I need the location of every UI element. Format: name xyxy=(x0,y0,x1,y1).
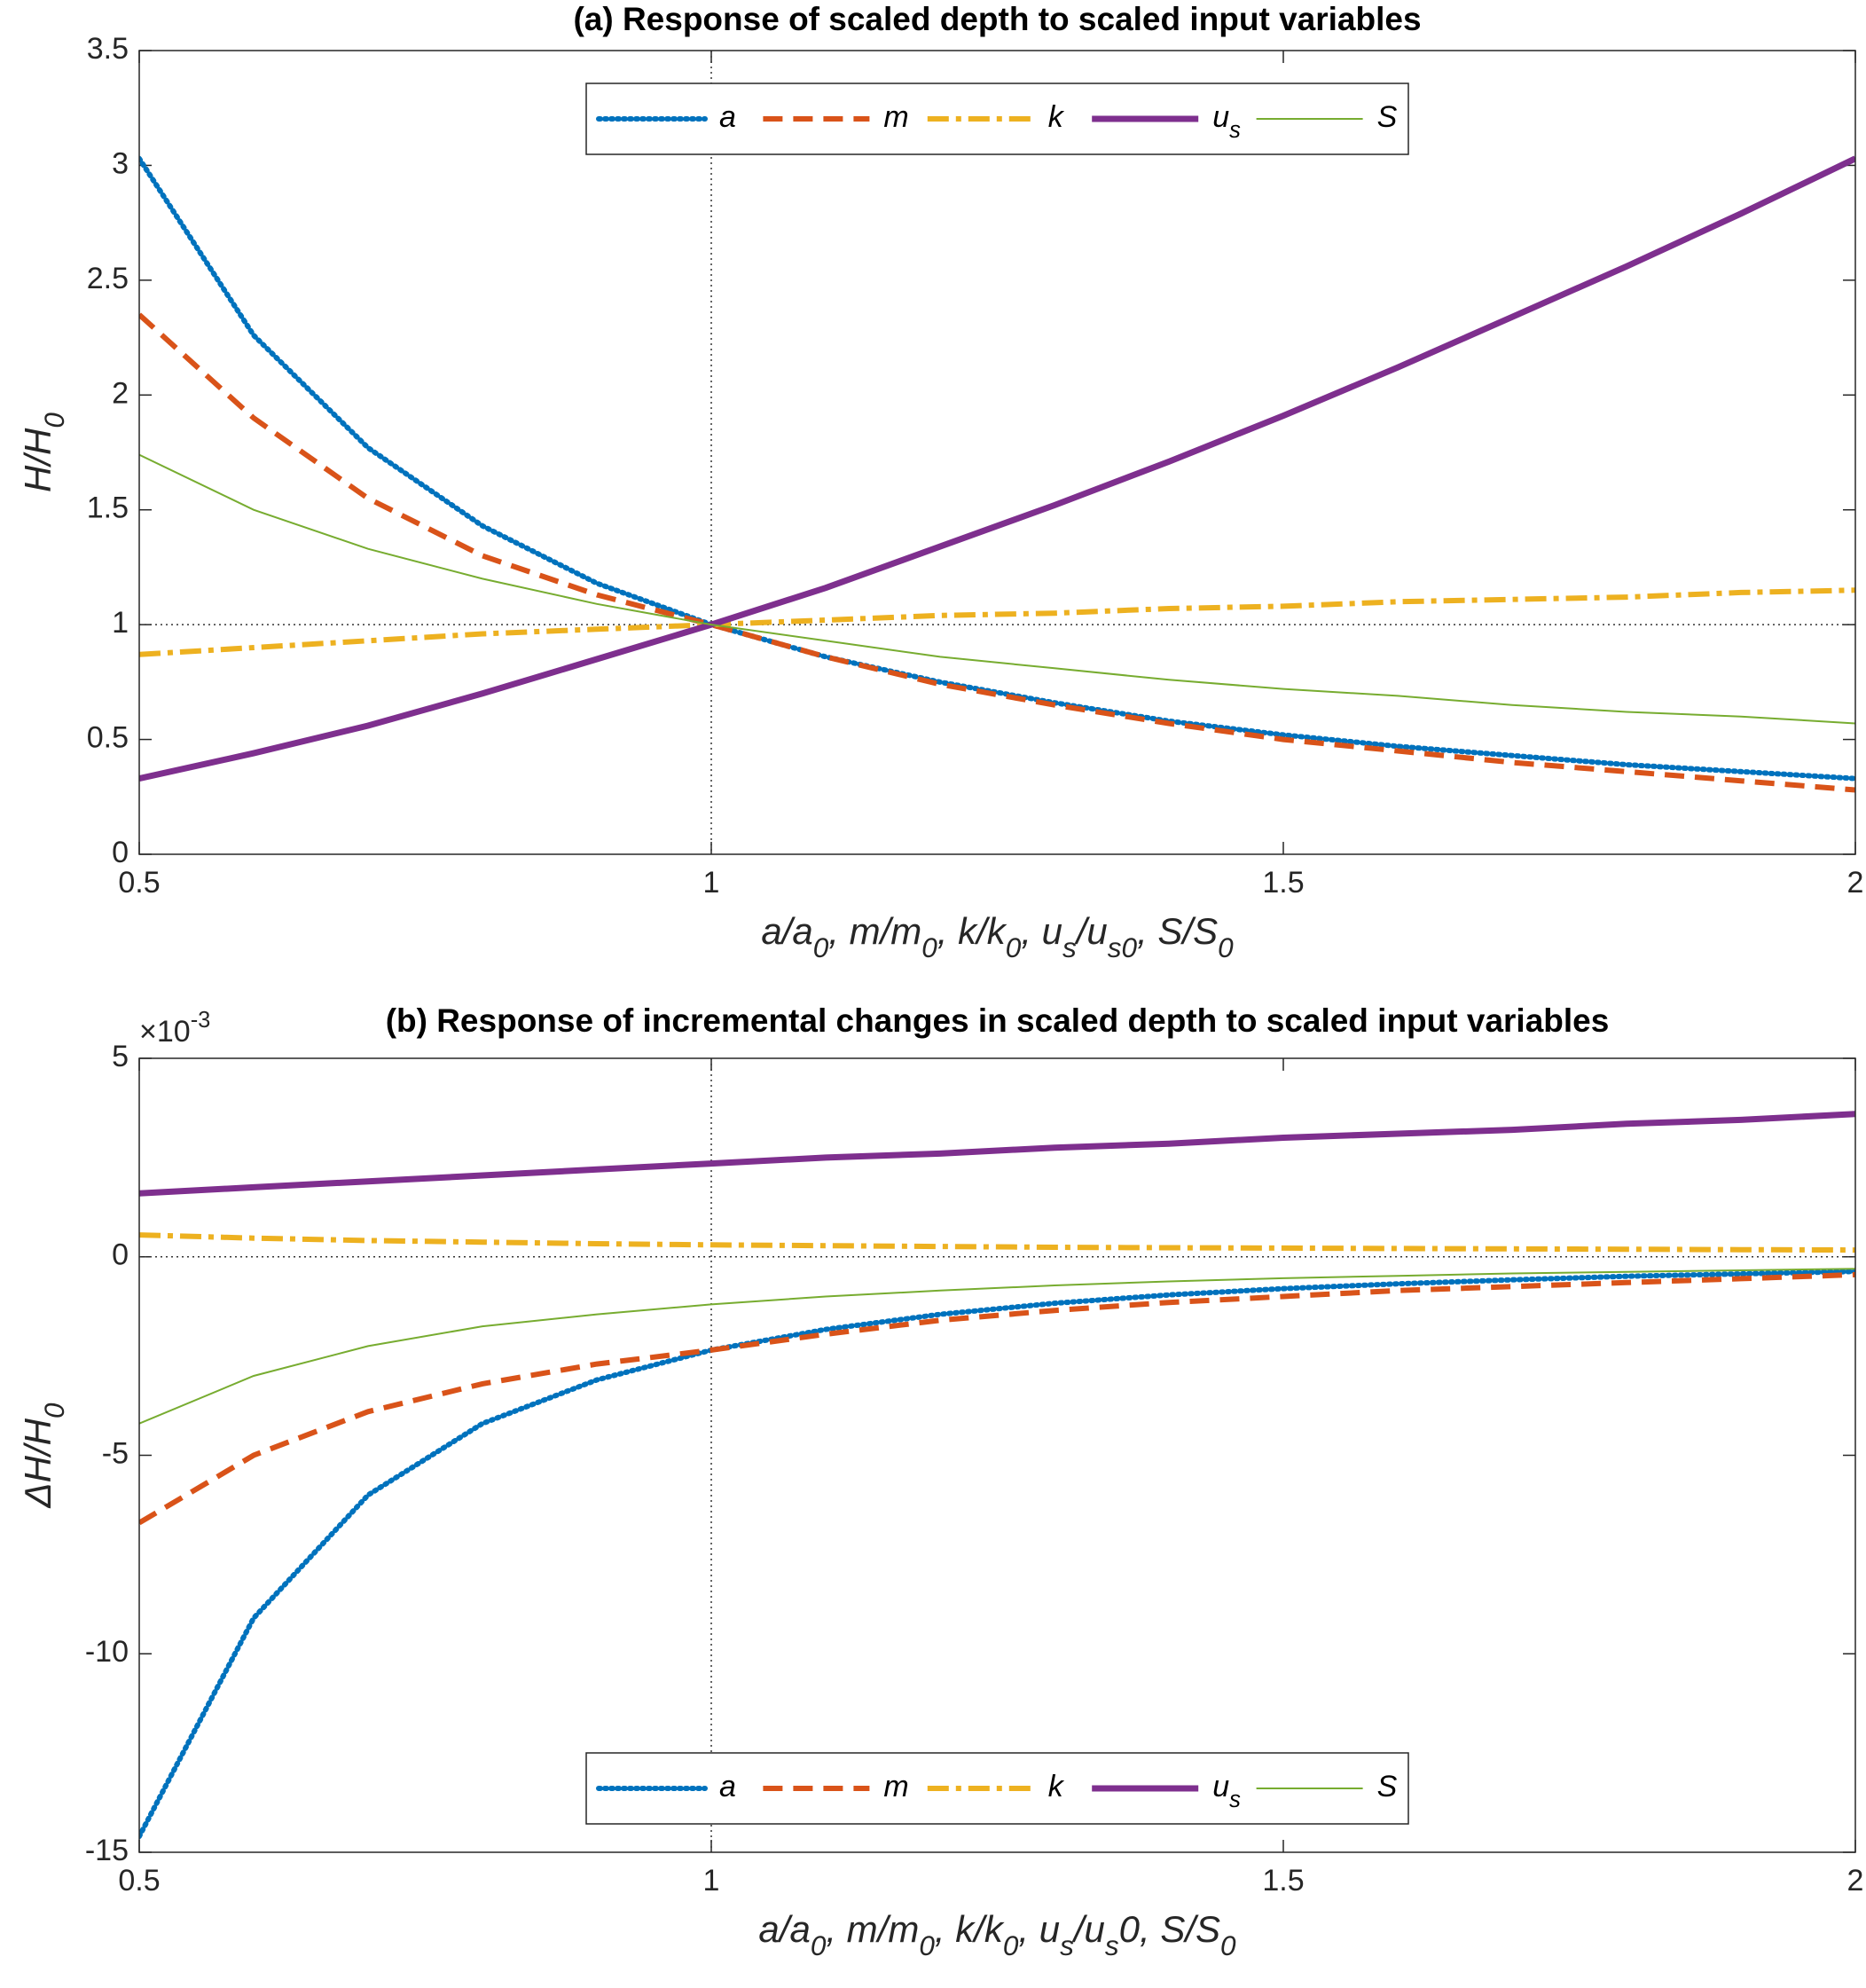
y-tick-label: 3 xyxy=(112,146,129,180)
series-line xyxy=(139,1111,1855,1197)
legend-label: us xyxy=(1212,100,1241,143)
x-tick-label: 2 xyxy=(1847,1864,1864,1898)
x-tick-label: 2 xyxy=(1847,866,1864,900)
y-tick-label: -15 xyxy=(85,1834,129,1867)
y-tick-label: 3.5 xyxy=(87,32,129,66)
x-axis-label-part: /u xyxy=(1071,1908,1105,1950)
x-tick-label: 0.5 xyxy=(118,1864,160,1898)
legend-label-part: u xyxy=(1212,1770,1229,1803)
x-axis-label-part: , m/m xyxy=(828,910,921,952)
x-axis-label-part: s0 xyxy=(1108,931,1138,963)
y-axis-label-part: ΔH/H xyxy=(17,1418,59,1508)
legend-label: m xyxy=(883,100,908,134)
y-axis-label-part: 0 xyxy=(38,1403,70,1418)
x-axis-label-part: /u xyxy=(1074,910,1108,952)
axis-exponent-part: ×10 xyxy=(139,1015,191,1049)
axis-exponent: ×10-3 xyxy=(139,1008,210,1049)
chart-title: (a) Response of scaled depth to scaled i… xyxy=(573,1,1421,37)
legend-label: us xyxy=(1212,1770,1241,1812)
legend-label: a xyxy=(719,1770,736,1803)
x-axis-label-part: 0 xyxy=(1006,931,1022,963)
legend-label: S xyxy=(1377,100,1398,134)
legend-label: k xyxy=(1048,100,1065,134)
axes-box xyxy=(138,50,1856,855)
y-tick-label: 5 xyxy=(112,1040,129,1073)
y-axis-label: ΔH/H0 xyxy=(17,1403,70,1509)
x-axis-label-part: , S/S xyxy=(1137,910,1218,952)
x-axis-label-part: s xyxy=(1105,1929,1119,1961)
y-tick-label: -10 xyxy=(85,1635,129,1669)
x-axis-label-part: 0 xyxy=(1220,1929,1236,1961)
legend-label: m xyxy=(883,1770,908,1803)
y-tick-label: 2 xyxy=(112,376,129,410)
y-tick-label: 0 xyxy=(112,836,129,869)
x-tick-label: 0.5 xyxy=(118,866,160,900)
legend-label-part: s xyxy=(1229,118,1241,143)
series-line xyxy=(139,155,1855,782)
y-tick-label: 2.5 xyxy=(87,262,129,295)
y-tick-label: 1 xyxy=(112,606,129,640)
x-axis-label-part: , u xyxy=(1021,910,1062,952)
series-line xyxy=(139,1269,1855,1840)
legend-label-part: u xyxy=(1212,100,1229,134)
y-axis-label-part: 0 xyxy=(38,413,70,428)
axis-exponent-part: -3 xyxy=(191,1008,211,1033)
x-axis-label-part: , k/k xyxy=(937,910,1007,952)
x-tick-label: 1.5 xyxy=(1262,1864,1304,1898)
legend-label: S xyxy=(1377,1770,1398,1803)
x-axis-label-part: s xyxy=(1060,1929,1074,1961)
series-line xyxy=(139,587,1855,657)
x-axis-label-part: 0 xyxy=(1218,931,1234,963)
y-tick-label: 0.5 xyxy=(87,721,129,755)
x-axis-label: a/a0, m/m0, k/k0, us/us0, S/S0 xyxy=(761,910,1234,963)
y-axis-label: H/H0 xyxy=(17,413,70,492)
series-line xyxy=(139,155,1855,782)
x-tick-label: 1 xyxy=(703,866,720,900)
x-axis-label: a/a0, m/m0, k/k0, us/us0, S/S0 xyxy=(758,1908,1236,1961)
plot-area xyxy=(139,51,1855,854)
y-tick-label: 0 xyxy=(112,1238,129,1272)
legend-label: a xyxy=(719,100,736,134)
series-line xyxy=(139,1271,1855,1526)
x-axis-label-part: , u xyxy=(1018,1908,1060,1950)
y-axis-label-part: H/H xyxy=(17,428,59,492)
x-axis-label-part: s xyxy=(1062,931,1077,963)
x-axis-label-part: 0 xyxy=(919,1929,935,1961)
series-line xyxy=(139,1268,1855,1425)
x-tick-label: 1 xyxy=(703,1864,720,1898)
x-axis-label-part: , k/k xyxy=(935,1908,1005,1950)
y-tick-label: 1.5 xyxy=(87,491,129,525)
x-axis-label-part: 0 xyxy=(921,931,937,963)
chart-title: (b) Response of incremental changes in s… xyxy=(386,1002,1610,1039)
x-axis-label-part: 0 xyxy=(813,931,829,963)
x-axis-label-part: 0 xyxy=(811,1929,827,1961)
axes-box xyxy=(138,1057,1856,1853)
x-axis-label-part: 0 xyxy=(1003,1929,1019,1961)
x-axis-label-part: 0, S/S xyxy=(1119,1908,1220,1950)
x-axis-label-part: , m/m xyxy=(826,1908,919,1950)
x-axis-label-part: a/a xyxy=(761,910,812,952)
series-line xyxy=(139,453,1855,725)
y-tick-label: -5 xyxy=(102,1436,129,1470)
x-tick-label: 1.5 xyxy=(1262,866,1304,900)
plot-area xyxy=(139,1058,1855,1852)
series-line xyxy=(139,1232,1855,1253)
x-axis-label-part: a/a xyxy=(758,1908,810,1950)
legend-label-part: s xyxy=(1229,1788,1241,1812)
legend-label: k xyxy=(1048,1770,1065,1803)
